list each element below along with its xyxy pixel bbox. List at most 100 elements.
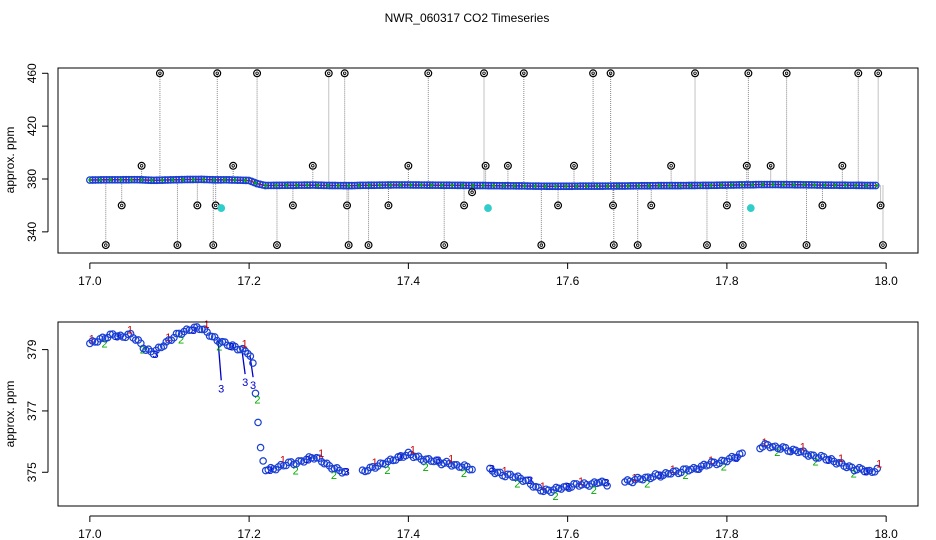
bottom-y-axis-label: approx. ppm	[3, 381, 17, 448]
series-point	[111, 332, 120, 341]
level2-point	[233, 178, 237, 182]
series-point	[669, 467, 678, 476]
main-point	[448, 181, 457, 190]
reference-point	[404, 161, 413, 170]
level2-point	[357, 183, 361, 187]
series-point	[738, 449, 746, 457]
level2-point	[574, 184, 578, 188]
main-point	[158, 176, 167, 184]
level-label: 1	[410, 445, 416, 457]
level2-point	[678, 184, 682, 188]
reference-point-inner	[572, 164, 576, 168]
main-point	[147, 176, 156, 185]
level-label: 2	[178, 334, 184, 346]
main-point	[743, 180, 752, 189]
reference-point	[155, 69, 164, 78]
reference-point	[193, 201, 202, 210]
reference-point-inner	[291, 203, 295, 208]
reference-point-inner	[705, 243, 709, 247]
dropout-line	[217, 340, 222, 381]
level2-point	[771, 183, 775, 187]
series-point	[868, 468, 876, 476]
main-point	[339, 181, 348, 190]
main-point	[701, 181, 710, 190]
reference-point	[460, 201, 469, 210]
main-point	[515, 182, 523, 190]
reference-point-inner	[345, 203, 349, 208]
reference-point-inner	[213, 203, 218, 208]
level2-point	[699, 183, 703, 187]
main-point	[871, 181, 880, 190]
main-point	[292, 181, 300, 190]
main-point	[127, 175, 136, 184]
level-label: 2	[683, 470, 689, 482]
level2-point	[181, 178, 185, 182]
level-label: 2	[644, 478, 650, 490]
main-point	[543, 182, 551, 191]
reference-point-inner	[878, 203, 883, 208]
main-point	[573, 182, 582, 191]
reference-point-inner	[840, 164, 845, 168]
reference-point-inner	[342, 71, 347, 75]
reference-point-inner	[784, 71, 789, 75]
reference-point	[209, 241, 218, 250]
level-label: 3	[787, 446, 793, 458]
main-point	[86, 176, 94, 184]
reference-point	[344, 241, 353, 250]
reference-point	[589, 69, 598, 78]
reference-point	[766, 161, 775, 170]
main-point	[860, 181, 869, 190]
main-point	[768, 180, 777, 189]
main-point	[570, 182, 579, 191]
top-axes: 17.0 17.2 17.4 17.6 17.8 18.0 340 380 420 460	[25, 63, 898, 288]
level2-point	[750, 183, 754, 187]
x-tick-label: 18.0	[874, 527, 898, 540]
reference-point	[742, 161, 751, 170]
main-point	[417, 181, 426, 189]
reference-point-inner	[158, 71, 162, 75]
level-label: 2	[514, 478, 520, 490]
series-point	[641, 473, 650, 482]
level2-point	[605, 184, 609, 188]
level-label: 2	[851, 468, 857, 480]
main-point	[345, 181, 353, 190]
reference-point-inner	[556, 203, 560, 208]
main-point	[852, 181, 861, 190]
level-label: 2	[461, 468, 467, 480]
reference-point	[878, 241, 887, 250]
series-point	[249, 359, 257, 367]
main-point	[665, 181, 674, 190]
flagged-point	[746, 204, 755, 212]
reference-point-inner	[669, 164, 673, 168]
level-label: 2	[774, 447, 780, 459]
reference-point	[554, 201, 563, 210]
series-point	[340, 467, 349, 476]
dropout-label: 3	[218, 383, 224, 395]
x-tick-label: 17.8	[715, 274, 739, 288]
main-point	[810, 181, 819, 189]
level-label: 1	[448, 454, 454, 466]
level2-point	[202, 177, 206, 181]
main-point	[398, 181, 406, 189]
main-point	[509, 181, 518, 190]
level2-point	[191, 177, 195, 181]
main-point	[169, 175, 178, 184]
reference-point	[343, 201, 352, 210]
reference-point	[802, 241, 811, 250]
level-label: 1	[838, 453, 844, 465]
main-point	[582, 182, 590, 190]
reference-point	[702, 241, 711, 250]
series-point	[521, 476, 530, 485]
main-point	[540, 182, 548, 191]
level2-point	[833, 183, 837, 187]
main-point	[623, 182, 632, 190]
reference-point-inner	[275, 243, 279, 247]
series-point	[208, 332, 216, 341]
level-label: 1	[242, 339, 248, 351]
x-tick-label: 17.2	[237, 527, 261, 540]
reference-point	[480, 69, 489, 78]
main-point	[732, 181, 741, 189]
main-point	[189, 175, 197, 184]
level2-point	[730, 183, 734, 187]
